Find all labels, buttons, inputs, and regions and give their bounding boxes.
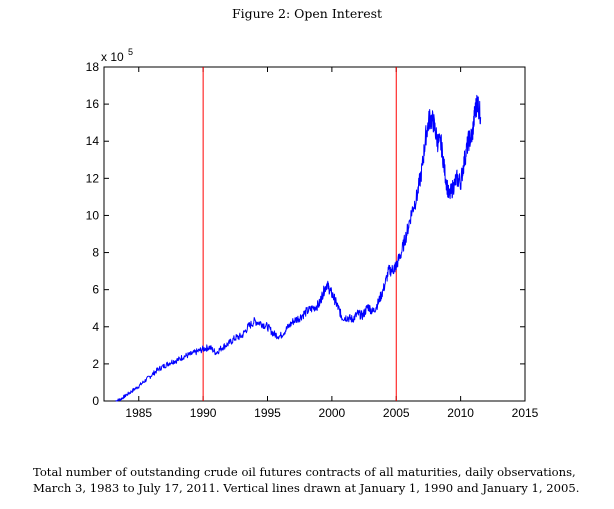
x-tick-label-1995: 1995 — [254, 406, 281, 420]
y-tick-label-18: 18 — [86, 60, 100, 74]
y-tick-label-16: 16 — [86, 97, 100, 111]
y-tick-label-4: 4 — [92, 320, 99, 334]
plot-frame — [103, 66, 526, 402]
x-tick-label-2015: 2015 — [512, 406, 539, 420]
y-tick-label-14: 14 — [86, 134, 100, 148]
y-tick-label-8: 8 — [92, 246, 99, 260]
y-tick-label-12: 12 — [86, 171, 100, 185]
x-tick-label-1990: 1990 — [190, 406, 217, 420]
y-tick-label-0: 0 — [92, 394, 99, 408]
x-tick-label-2005: 2005 — [383, 406, 410, 420]
figure-title: Figure 2: Open Interest — [231, 6, 383, 21]
y-multiplier-exponent: 5 — [128, 47, 133, 57]
open-interest-line — [115, 94, 482, 402]
figure-caption: Total number of outstanding crude oil fu… — [33, 465, 580, 495]
y-tick-label-10: 10 — [86, 208, 100, 222]
y-tick-label-6: 6 — [92, 283, 99, 297]
x-tick-label-2010: 2010 — [447, 406, 474, 420]
x-tick-label-2000: 2000 — [319, 406, 346, 420]
open-interest-chart: 0 2 4 6 8 10 12 14 16 18 1985 1990 1995 2000 2005 2010 2… — [86, 47, 539, 420]
plot-area: 0 2 4 6 8 10 12 14 16 18 1985 1990 1995 2000 2005 2010 2… — [86, 47, 539, 420]
x-tick-label-1985: 1985 — [125, 406, 152, 420]
y-multiplier-label: x 10 — [101, 50, 124, 64]
y-tick-label-2: 2 — [92, 357, 99, 371]
